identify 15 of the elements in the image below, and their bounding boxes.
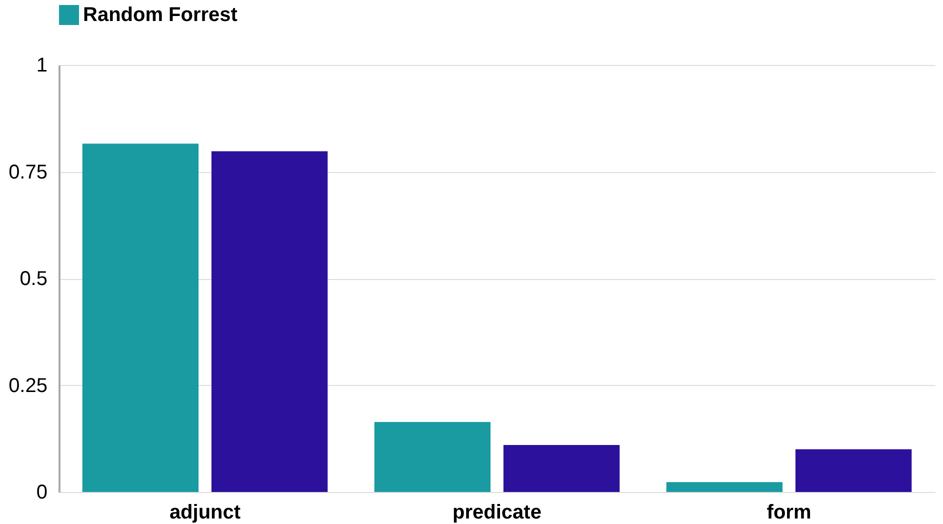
y-tick-label: 0 bbox=[36, 482, 48, 504]
x-tick-label: adjunct bbox=[169, 502, 241, 524]
legend-label: Random Forrest bbox=[83, 4, 238, 26]
y-tick-label: 0.75 bbox=[8, 161, 48, 184]
x-tick-label: form bbox=[766, 502, 812, 524]
bar bbox=[666, 482, 783, 492]
bar bbox=[795, 449, 912, 492]
bar bbox=[211, 151, 328, 492]
bar bbox=[503, 445, 620, 492]
bar bbox=[374, 422, 491, 492]
x-tick-label: predicate bbox=[452, 502, 542, 524]
y-tick-label: 0.25 bbox=[8, 374, 48, 397]
y-tick-label: 0.5 bbox=[20, 268, 48, 290]
bar bbox=[82, 144, 199, 492]
y-tick-label: 1 bbox=[36, 54, 48, 76]
